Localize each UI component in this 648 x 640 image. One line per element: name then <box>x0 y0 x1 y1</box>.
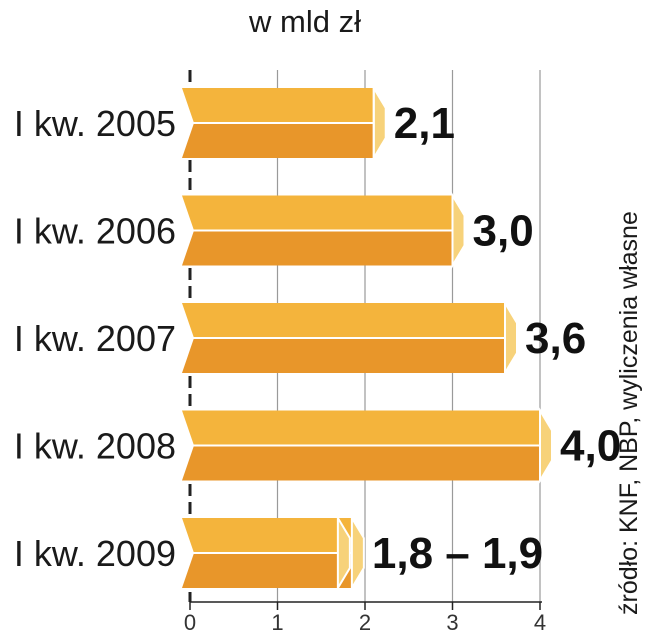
bar-face-top <box>182 195 453 231</box>
bar-left-notch <box>176 518 194 588</box>
x-tick-label: 0 <box>184 610 196 635</box>
x-tick-label: 3 <box>446 610 458 635</box>
category-label: I kw. 2007 <box>14 318 176 359</box>
category-label: I kw. 2009 <box>14 533 176 574</box>
bar-3 <box>176 406 553 485</box>
source-note: źródło: KNF, NBP, wyliczenia własne <box>615 211 643 615</box>
bar-face-top <box>182 410 540 446</box>
bar-left-notch <box>176 303 194 373</box>
category-label: I kw. 2006 <box>14 211 176 252</box>
category-label: I kw. 2008 <box>14 426 176 467</box>
value-label: 2,1 <box>394 99 455 148</box>
bars <box>176 84 553 592</box>
bar-cap <box>539 406 553 485</box>
bar-1 <box>176 191 466 270</box>
bar-cap <box>372 84 387 162</box>
x-tick-labels: 0 1 2 3 4 <box>184 610 546 635</box>
value-labels: 2,1 3,0 3,6 4,0 1,8 – 1,9 <box>372 99 621 578</box>
bar-left-notch <box>176 88 194 158</box>
value-label: 1,8 – 1,9 <box>372 529 543 578</box>
bar-face-bottom <box>182 123 374 158</box>
bar-4 <box>176 514 365 592</box>
bar-0 <box>176 84 387 162</box>
bar-2 <box>176 299 518 377</box>
bar-left-notch <box>176 195 194 266</box>
bar-cap <box>350 514 365 592</box>
bar-face-bottom <box>182 338 505 373</box>
value-label: 3,0 <box>473 207 534 256</box>
bar-left-notch <box>176 410 194 481</box>
bar-face-top <box>182 88 374 123</box>
bar-cap <box>336 514 351 592</box>
unit-label: w mld zł <box>248 4 361 39</box>
bar-face-bottom <box>182 553 352 588</box>
x-tick-label: 1 <box>271 610 283 635</box>
x-tick-label: 2 <box>359 610 371 635</box>
category-label: I kw. 2005 <box>14 103 176 144</box>
bar-cap <box>451 191 466 270</box>
bar-face-bottom <box>182 230 453 266</box>
x-tick-label: 4 <box>534 610 546 635</box>
value-label: 4,0 <box>560 422 621 471</box>
category-labels: I kw. 2005 I kw. 2006 I kw. 2007 I kw. 2008… <box>14 103 176 574</box>
value-label: 3,6 <box>525 314 586 363</box>
bar-face-top <box>182 518 352 553</box>
bar-cap <box>504 299 518 377</box>
bar-face-bottom <box>182 445 540 481</box>
bar-face-top <box>182 303 505 338</box>
